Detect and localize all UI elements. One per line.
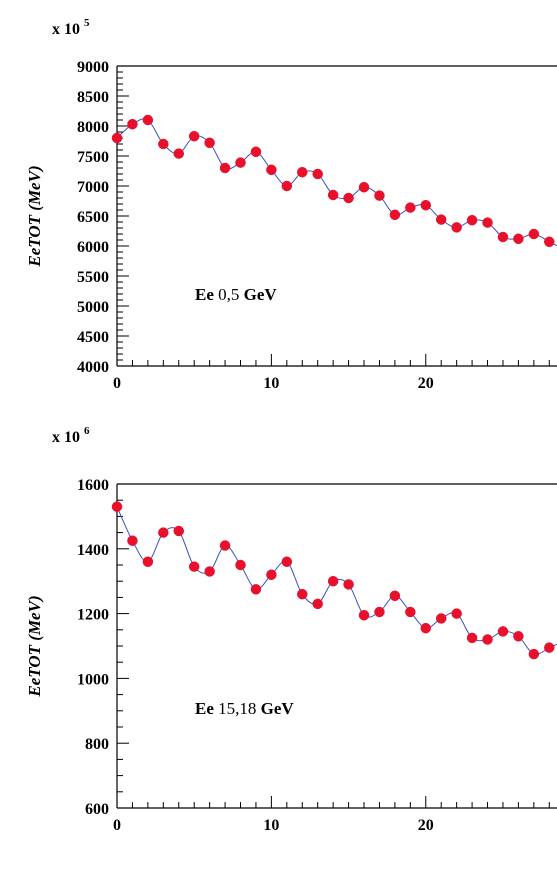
- y-tick-label: 4500: [77, 329, 109, 346]
- data-point: [497, 231, 509, 243]
- data-point: [281, 556, 293, 568]
- data-point: [497, 626, 509, 637]
- y-axis-title: EeTOT (MeV): [25, 165, 44, 267]
- y-tick-label: 800: [85, 736, 109, 753]
- data-point: [405, 606, 416, 618]
- data-point: [250, 584, 262, 595]
- data-point: [158, 138, 169, 150]
- y-tick-label: 8000: [77, 119, 109, 136]
- data-point: [528, 648, 540, 660]
- data-point: [420, 199, 432, 211]
- data-point: [142, 114, 154, 126]
- data-point: [451, 222, 462, 233]
- y-tick-label: 9000: [77, 59, 109, 76]
- y-tick-label: 6000: [77, 239, 109, 256]
- data-point: [173, 148, 185, 159]
- data-point: [250, 146, 262, 158]
- data-point: [358, 181, 370, 193]
- data-point: [297, 166, 308, 178]
- data-point: [374, 190, 385, 201]
- data-point: [405, 202, 416, 213]
- data-point: [513, 233, 524, 245]
- chart-panel-1: 4000 4500 5000 5500 6000 6500 7000 7500 8000 8500…: [25, 17, 557, 392]
- series-line: [116, 118, 557, 247]
- x-tick-label: 20: [418, 375, 434, 392]
- data-point: [281, 180, 293, 192]
- x-tick-label: 0: [113, 817, 121, 834]
- y-tick-label: 1000: [77, 671, 109, 688]
- y-tick-label: 8500: [77, 89, 109, 106]
- data-point: [204, 137, 215, 149]
- data-point: [127, 118, 138, 130]
- data-point: [266, 164, 277, 176]
- x-tick-label: 10: [263, 375, 279, 392]
- data-point: [111, 132, 123, 144]
- data-point: [204, 566, 215, 577]
- axis-exponent-label: x 10 5: [52, 17, 90, 38]
- data-point: [127, 535, 138, 546]
- energy-annotation: Ee 15,18 GeV: [195, 699, 294, 718]
- data-point: [312, 168, 323, 180]
- x-tick-label: 10: [263, 817, 279, 834]
- data-point: [435, 214, 447, 225]
- data-point: [482, 217, 493, 228]
- data-point: [389, 209, 401, 221]
- data-point: [297, 588, 308, 600]
- y-tick-label: 600: [85, 801, 109, 818]
- data-point: [451, 608, 462, 619]
- data-point: [327, 575, 339, 587]
- energy-annotation: Ee 0,5 GeV: [195, 285, 277, 304]
- data-point: [389, 590, 401, 602]
- data-point: [173, 525, 185, 537]
- y-tick-label: 6500: [77, 209, 109, 226]
- data-point: [482, 634, 493, 645]
- y-axis-title: EeTOT (MeV): [25, 595, 44, 697]
- data-point: [435, 613, 447, 624]
- data-point: [158, 527, 169, 538]
- data-point: [528, 228, 540, 240]
- y-tick-label: 1400: [77, 542, 109, 559]
- y-tick-label: 4000: [77, 359, 109, 376]
- data-point: [235, 559, 246, 571]
- data-point: [219, 162, 231, 174]
- y-tick-label: 7000: [77, 179, 109, 196]
- y-tick-label: 5500: [77, 269, 109, 286]
- data-point: [343, 192, 354, 204]
- data-point: [544, 642, 555, 653]
- data-point: [374, 606, 385, 618]
- data-point: [219, 540, 231, 551]
- data-point: [312, 598, 323, 610]
- y-tick-label: 5000: [77, 299, 109, 316]
- data-point: [188, 130, 200, 142]
- y-tick-label: 7500: [77, 149, 109, 166]
- data-point: [327, 189, 339, 201]
- data-point: [358, 609, 370, 621]
- data-point: [466, 632, 478, 644]
- y-tick-label: 1200: [77, 607, 109, 624]
- data-point: [235, 157, 246, 168]
- data-point: [544, 236, 555, 248]
- data-point: [266, 569, 277, 580]
- chart-panel-2: 600 800 1000 1200 1400 1600 0 10 20 x 10 6 EeTOT (…: [25, 425, 557, 834]
- y-tick-label: 1600: [77, 477, 109, 494]
- data-point: [188, 561, 200, 572]
- x-tick-label: 20: [418, 817, 434, 834]
- data-point: [466, 214, 478, 226]
- data-point: [420, 622, 432, 634]
- data-point: [142, 556, 154, 568]
- data-point: [343, 579, 354, 590]
- data-point: [513, 631, 524, 642]
- axis-exponent-label: x 10 6: [52, 425, 90, 446]
- x-tick-label: 0: [113, 375, 121, 392]
- data-point: [111, 501, 123, 512]
